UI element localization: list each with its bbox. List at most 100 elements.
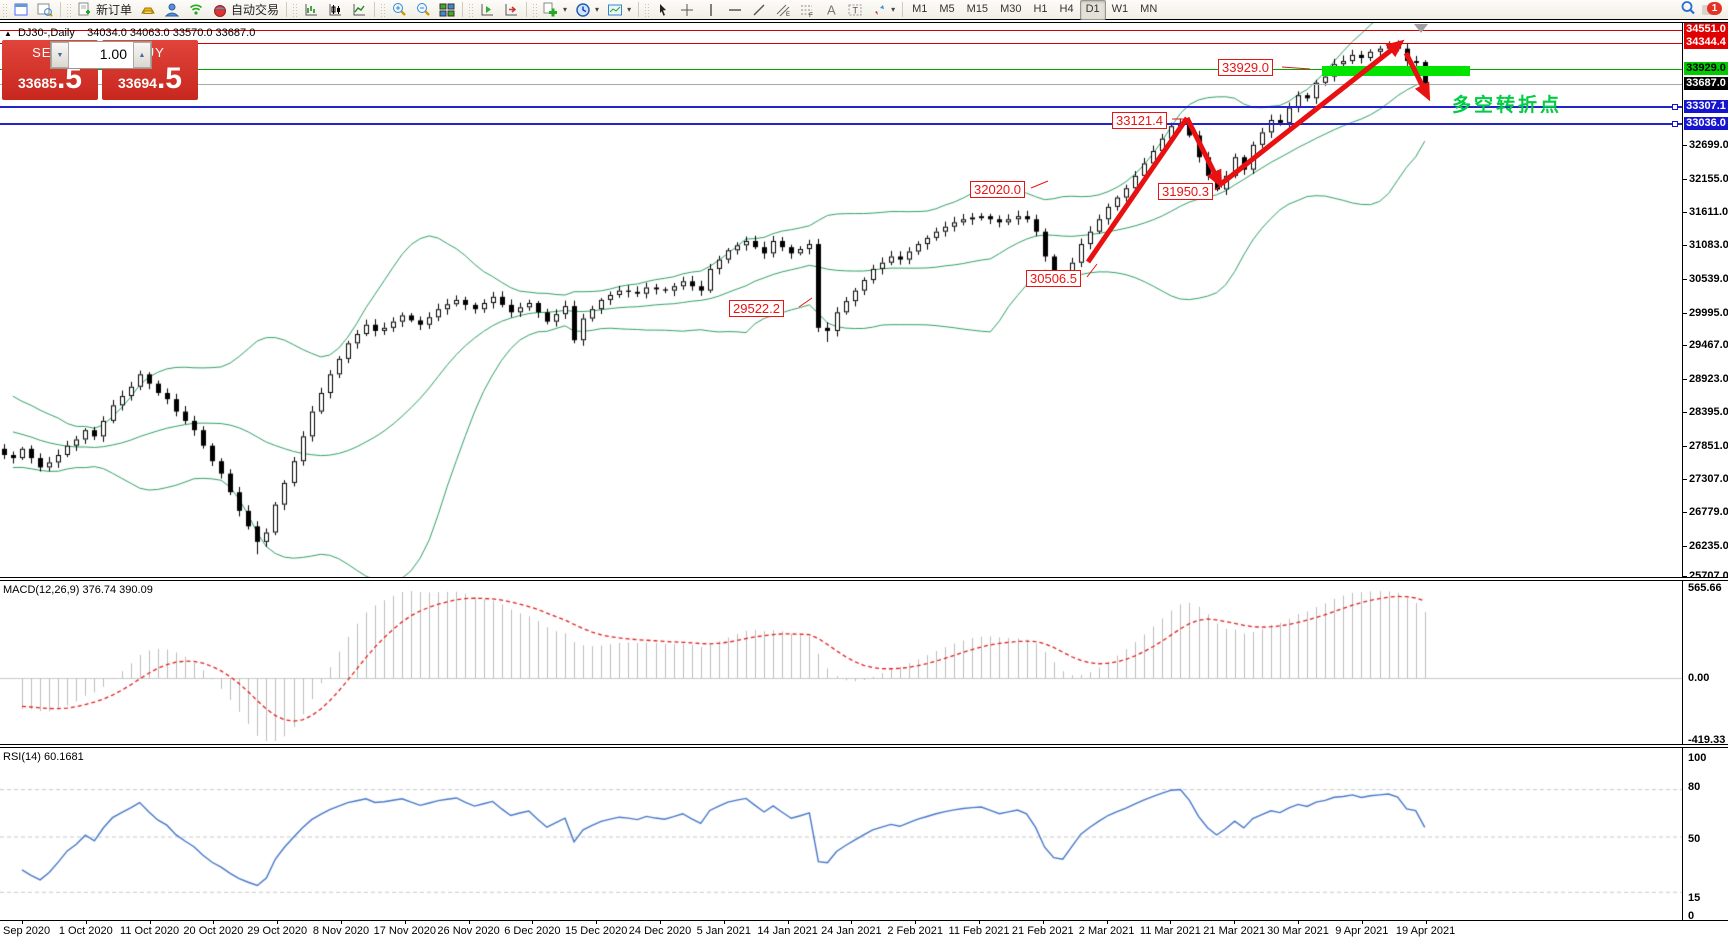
timeframe-mn-button[interactable]: MN bbox=[1140, 2, 1158, 15]
toolbar-separator bbox=[526, 2, 528, 17]
timeframe-w1-button[interactable]: W1 bbox=[1111, 2, 1129, 15]
timeframe-d1-button[interactable]: D1 bbox=[1079, 0, 1106, 20]
main-chart-canvas[interactable] bbox=[0, 23, 1682, 580]
timeframe-h1-button[interactable]: H1 bbox=[1033, 2, 1048, 15]
price-tick-label: 28395.0 bbox=[1689, 406, 1728, 418]
cursor-button[interactable] bbox=[651, 1, 675, 18]
chinese-note-text[interactable]: 多空转折点 bbox=[1452, 95, 1563, 116]
price-badge: 33307.1 bbox=[1684, 100, 1728, 113]
level-line-33929.0[interactable] bbox=[0, 69, 1682, 70]
toolbar-grip[interactable] bbox=[468, 2, 474, 17]
add-indicator-dropdown-icon[interactable]: ▾ bbox=[563, 5, 568, 14]
chart-shift-marker[interactable] bbox=[1414, 24, 1428, 33]
svg-text:T: T bbox=[853, 5, 859, 15]
market-watch-button[interactable] bbox=[136, 1, 160, 18]
zoom-in-button[interactable] bbox=[387, 1, 411, 18]
highlight-rectangle[interactable] bbox=[1322, 66, 1470, 76]
macd-axis-label: 565.66 bbox=[1688, 582, 1722, 594]
date-label: 24 Dec 2020 bbox=[628, 925, 692, 937]
level-handle[interactable] bbox=[1672, 104, 1678, 110]
fibonacci-button[interactable]: F bbox=[795, 1, 819, 18]
tile-windows-button[interactable] bbox=[435, 1, 459, 18]
date-label: 2 Mar 2021 bbox=[1078, 925, 1135, 937]
level-line-34551.0[interactable] bbox=[0, 30, 1682, 31]
price-annotation-label[interactable]: 29522.2 bbox=[729, 300, 784, 317]
price-annotation-label[interactable]: 33121.4 bbox=[1112, 112, 1167, 129]
toolbar-separator bbox=[286, 2, 288, 17]
date-tick-mark bbox=[1234, 920, 1236, 924]
profiles-button[interactable] bbox=[33, 1, 57, 18]
timeframe-m5-button[interactable]: M5 bbox=[939, 2, 955, 15]
volume-decrease-button[interactable]: ▼ bbox=[51, 42, 69, 68]
vertical-line-button[interactable] bbox=[699, 1, 723, 18]
timeframe-m30-button[interactable]: M30 bbox=[1000, 2, 1022, 15]
date-tick-mark bbox=[213, 920, 215, 924]
timeframe-m15-button[interactable]: M15 bbox=[966, 2, 989, 15]
chart-candles-button[interactable] bbox=[323, 1, 347, 18]
price-annotation-label[interactable]: 32020.0 bbox=[970, 181, 1025, 198]
arrow-objects-button[interactable]: ▾ bbox=[867, 1, 899, 18]
price-tick-label: 28923.0 bbox=[1689, 373, 1728, 385]
level-line-34344.4[interactable] bbox=[0, 43, 1682, 44]
auto-scroll-button[interactable] bbox=[475, 1, 499, 18]
rsi-pane-separator[interactable] bbox=[0, 744, 1728, 748]
chart-line-button[interactable] bbox=[347, 1, 371, 18]
level-handle[interactable] bbox=[1672, 121, 1678, 127]
price-tick-mark bbox=[1682, 379, 1687, 380]
date-label: 30 Mar 2021 bbox=[1267, 925, 1329, 937]
templates-button[interactable]: ▾ bbox=[603, 1, 635, 18]
horizontal-line-button[interactable] bbox=[723, 1, 747, 18]
price-tick-label: 31611.0 bbox=[1689, 206, 1728, 218]
timeframe-m1-button[interactable]: M1 bbox=[912, 2, 928, 15]
level-line-33687.0[interactable] bbox=[0, 84, 1682, 85]
signals-button[interactable] bbox=[184, 1, 208, 18]
price-badge: 33036.0 bbox=[1684, 117, 1728, 130]
toolbar-grip[interactable] bbox=[532, 2, 538, 17]
date-label: 2 Feb 2021 bbox=[887, 925, 944, 937]
macd-axis-label: -419.33 bbox=[1688, 734, 1726, 746]
toolbar-grip[interactable] bbox=[2, 2, 7, 17]
zoom-out-button[interactable] bbox=[411, 1, 435, 18]
search-icon[interactable] bbox=[1680, 0, 1696, 19]
new-chart-button[interactable] bbox=[9, 1, 33, 18]
toolbar-grip[interactable] bbox=[292, 2, 298, 17]
level-line-33036.0[interactable] bbox=[0, 123, 1682, 125]
date-label: 19 Apr 2021 bbox=[1395, 925, 1456, 937]
trendline-button[interactable] bbox=[747, 1, 771, 18]
crosshair-button[interactable] bbox=[675, 1, 699, 18]
chart-shift-button[interactable] bbox=[499, 1, 523, 18]
periods-dropdown-icon[interactable]: ▾ bbox=[595, 5, 600, 14]
rsi-pane-canvas[interactable] bbox=[0, 747, 1682, 919]
macd-label: MACD(12,26,9) 376.74 390.09 bbox=[3, 584, 153, 596]
macd-pane-separator[interactable] bbox=[0, 577, 1728, 581]
volume-value[interactable]: 1.00 bbox=[99, 46, 127, 62]
date-tick-mark bbox=[85, 920, 87, 924]
templates-dropdown-icon[interactable]: ▾ bbox=[627, 5, 632, 14]
line-icon bbox=[351, 2, 367, 18]
window-collapse-icon[interactable]: ▲ bbox=[4, 29, 12, 38]
price-annotation-label[interactable]: 33929.0 bbox=[1218, 59, 1273, 76]
toolbar-grip[interactable] bbox=[644, 2, 650, 17]
arrow-objects-dropdown-icon[interactable]: ▾ bbox=[891, 5, 896, 14]
notification-icon[interactable]: 1 bbox=[1702, 1, 1722, 18]
price-annotation-label[interactable]: 31950.3 bbox=[1158, 183, 1213, 200]
equidistant-channel-button[interactable]: E bbox=[771, 1, 795, 18]
price-annotation-label[interactable]: 30506.5 bbox=[1026, 270, 1081, 287]
chart-bars-button[interactable] bbox=[299, 1, 323, 18]
toolbar-grip[interactable] bbox=[66, 2, 71, 17]
date-tick-mark bbox=[22, 920, 23, 924]
navigator-button[interactable] bbox=[160, 1, 184, 18]
new-order-button[interactable]: 新订单 bbox=[73, 1, 136, 18]
timeframe-h4-button[interactable]: H4 bbox=[1059, 2, 1074, 15]
add-indicator-button[interactable]: ▾ bbox=[539, 1, 571, 18]
text-button[interactable]: A bbox=[819, 1, 843, 18]
macd-pane-canvas[interactable] bbox=[0, 581, 1682, 744]
price-tick-label: 26235.0 bbox=[1689, 540, 1728, 552]
periods-button[interactable]: ▾ bbox=[571, 1, 603, 18]
level-line-33307.1[interactable] bbox=[0, 106, 1682, 108]
auto-trading-button[interactable]: 自动交易 bbox=[208, 1, 283, 18]
text-label-button[interactable]: T bbox=[843, 1, 867, 18]
date-tick-mark bbox=[532, 920, 534, 924]
volume-increase-button[interactable]: ▲ bbox=[133, 42, 151, 68]
toolbar-grip[interactable] bbox=[380, 2, 386, 17]
